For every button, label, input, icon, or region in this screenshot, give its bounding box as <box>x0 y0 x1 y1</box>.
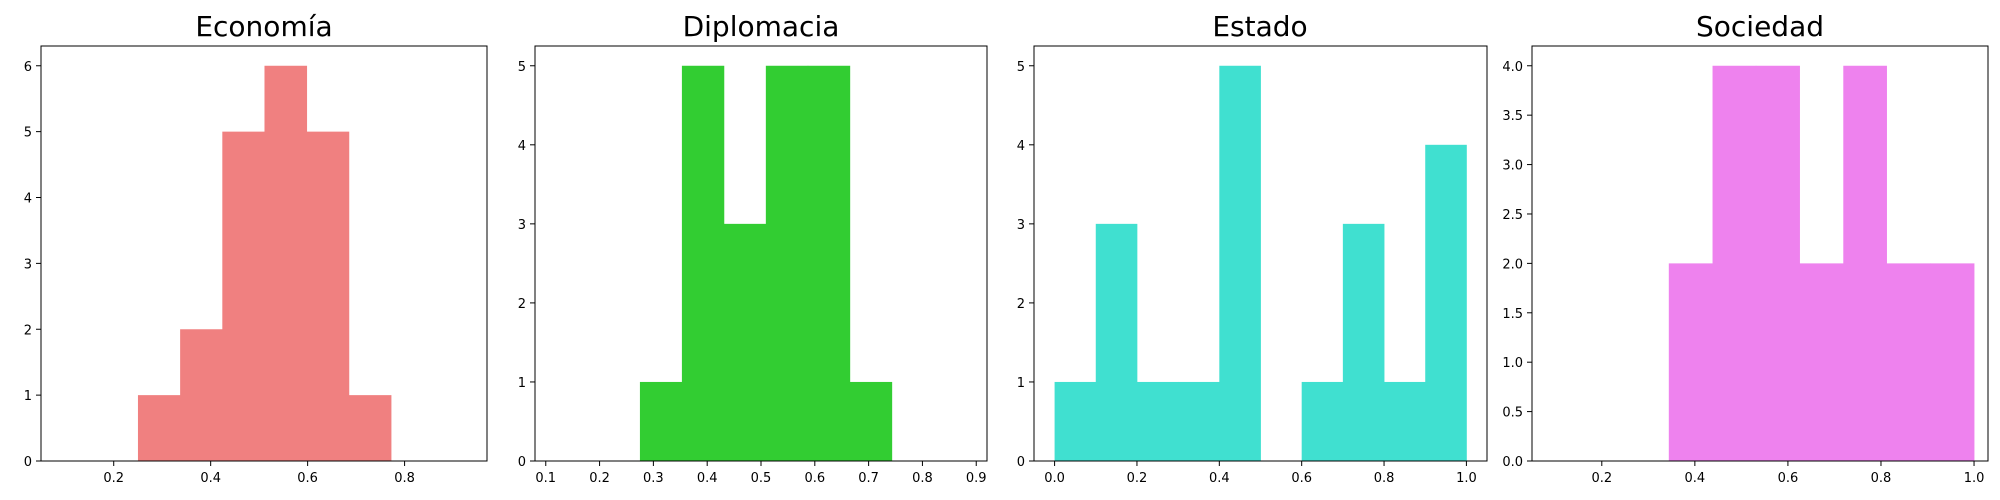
x-tick-label: 0.9 <box>966 471 987 486</box>
x-tick-label: 0.4 <box>1685 471 1706 486</box>
x-tick-label: 0.7 <box>858 471 879 486</box>
plot-frame <box>1531 45 1989 462</box>
histogram-bar <box>1342 223 1385 461</box>
histogram-bar <box>1301 381 1344 461</box>
histogram-bar <box>1668 263 1713 461</box>
x-tick-label: 0.6 <box>1778 471 1799 486</box>
histogram-bar <box>180 329 223 461</box>
x-tick-label: 0.4 <box>1209 471 1230 486</box>
histogram-bar <box>765 65 809 461</box>
panel-title: Diplomacia <box>683 10 840 43</box>
y-tick-label: 2.5 <box>1502 208 1523 223</box>
x-tick-label: 0.2 <box>103 471 124 486</box>
x-tick-label: 1.0 <box>1456 471 1477 486</box>
x-tick-label: 0.8 <box>912 471 933 486</box>
y-tick-label: 5 <box>24 126 32 141</box>
panel-diplomacia: Diplomacia 0.1 0.2 0.3 0.4 0.5 0.6 0.7 0.8 0.9 0… <box>518 10 988 486</box>
y-tick-label: 1.5 <box>1502 307 1523 322</box>
histogram-bar <box>222 131 265 461</box>
x-tick-label: 1.0 <box>1964 471 1985 486</box>
plot-frame <box>1033 45 1488 462</box>
y-tick-label: 1 <box>24 389 32 404</box>
y-tick-label: 0.5 <box>1502 406 1523 421</box>
histogram-bar <box>807 65 851 461</box>
histogram-bar <box>1930 263 1975 461</box>
histogram-bar <box>639 381 683 461</box>
y-tick-label: 3.5 <box>1502 109 1523 124</box>
y-tick-label: 3 <box>1017 218 1025 233</box>
x-tick-label: 0.2 <box>589 471 610 486</box>
y-tick-label: 2 <box>24 323 32 338</box>
histogram-bar <box>1054 381 1097 461</box>
histogram-bar <box>1425 144 1467 461</box>
x-tick-label: 0.2 <box>1591 471 1612 486</box>
histogram-bar <box>1178 381 1220 461</box>
histogram-bar <box>1712 65 1757 461</box>
y-tick-label: 3.0 <box>1502 159 1523 174</box>
y-tick-label: 0 <box>1017 455 1025 470</box>
y-tick-label: 6 <box>24 60 32 75</box>
x-tick-label: 0.1 <box>535 471 556 486</box>
x-tick-label: 0.2 <box>1127 471 1148 486</box>
x-tick-label: 0.4 <box>697 471 718 486</box>
y-tick-label: 4 <box>24 192 32 207</box>
histogram-bar <box>1136 381 1179 461</box>
y-tick-label: 4 <box>1017 139 1025 154</box>
histogram-bar <box>348 395 392 461</box>
histogram-bar <box>1886 263 1931 461</box>
x-tick-label: 0.8 <box>1871 471 1892 486</box>
histogram-bar <box>1384 381 1426 461</box>
histogram-bar <box>1219 65 1261 461</box>
histogram-bar <box>849 381 893 461</box>
y-tick-label: 4 <box>518 139 526 154</box>
panel-sociedad: Sociedad 0.2 0.4 0.6 0.8 1.0 0.0 0.5 1.0 1.5 2.0… <box>1502 10 1989 486</box>
y-tick-label: 5 <box>518 60 526 75</box>
y-tick-label: 1.0 <box>1502 356 1523 371</box>
y-tick-label: 0.0 <box>1502 455 1523 470</box>
histogram-bar <box>137 395 181 461</box>
y-tick-label: 3 <box>24 257 32 272</box>
y-tick-label: 1 <box>1017 376 1025 391</box>
y-tick-label: 2 <box>1017 297 1025 312</box>
y-tick-label: 3 <box>518 218 526 233</box>
x-tick-label: 0.8 <box>394 471 415 486</box>
x-tick-label: 0.6 <box>804 471 825 486</box>
histogram-bar <box>1095 223 1138 461</box>
panel-title: Sociedad <box>1696 10 1824 43</box>
x-tick-label: 0.8 <box>1374 471 1395 486</box>
histogram-bar <box>264 65 308 461</box>
y-tick-label: 0 <box>24 455 32 470</box>
histogram-bar <box>1799 263 1844 461</box>
panel-economia: Economía 0.2 0.4 0.6 0.8 0 1 2 3 4 5 6 <box>24 10 488 486</box>
panel-title: Estado <box>1212 10 1307 43</box>
y-tick-label: 0 <box>518 455 526 470</box>
histogram-bar <box>1843 65 1887 461</box>
y-tick-label: 4.0 <box>1502 60 1523 75</box>
histogram-bar <box>306 131 350 461</box>
y-tick-label: 2 <box>518 297 526 312</box>
y-tick-label: 2.0 <box>1502 257 1523 272</box>
histogram-bar <box>681 65 725 461</box>
y-tick-label: 5 <box>1017 60 1025 75</box>
x-tick-label: 0.5 <box>751 471 772 486</box>
x-tick-label: 0.4 <box>200 471 221 486</box>
y-tick-label: 1 <box>518 376 526 391</box>
panel-title: Economía <box>195 10 332 43</box>
x-tick-label: 0.6 <box>1291 471 1312 486</box>
x-tick-label: 0.3 <box>643 471 664 486</box>
panel-estado: Estado 0.0 0.2 0.4 0.6 0.8 1.0 0 1 2 3 4 5 <box>1017 10 1488 486</box>
x-tick-label: 0.0 <box>1044 471 1065 486</box>
histogram-bar <box>723 223 767 461</box>
plot-frame <box>40 45 488 462</box>
histogram-bar <box>1755 65 1800 461</box>
x-tick-label: 0.6 <box>297 471 318 486</box>
